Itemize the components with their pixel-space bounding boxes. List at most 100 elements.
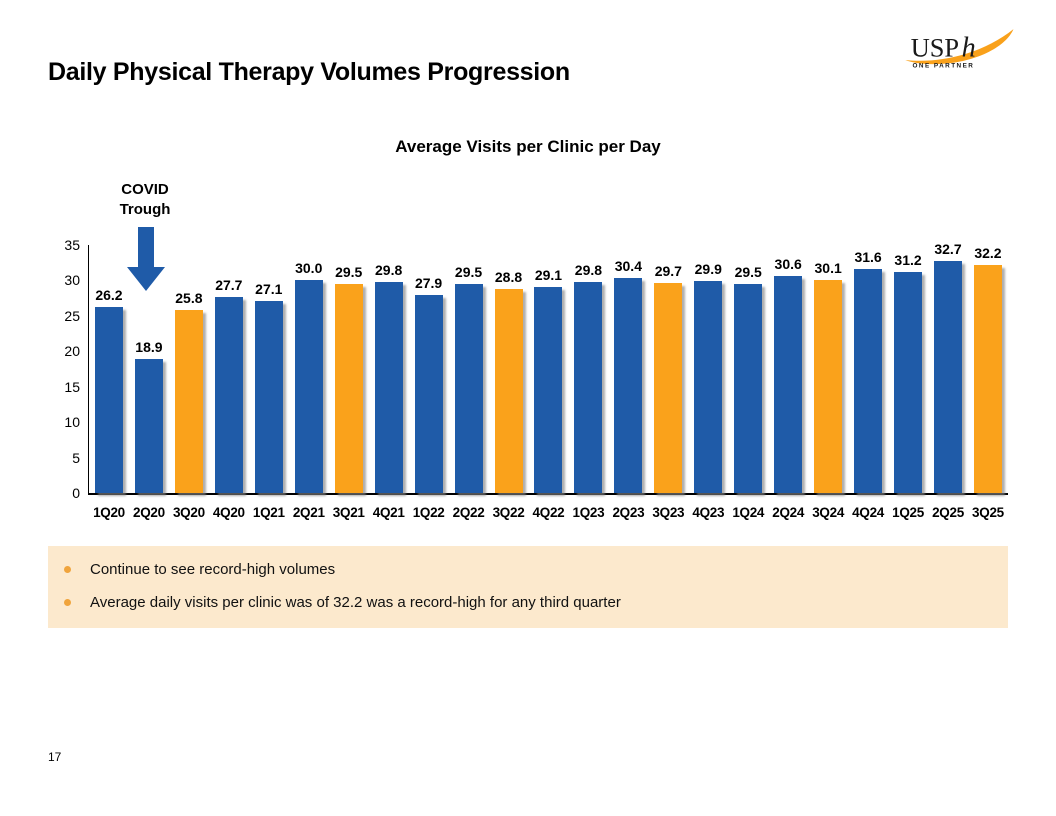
bar-column-2Q20: 18.9 2Q20 [129,245,169,520]
down-arrow-icon [127,227,165,291]
bar-column-2Q23: 30.4 2Q23 [608,245,648,520]
x-tick-2Q24: 2Q24 [772,505,805,520]
logo-swoosh-icon [905,29,1014,65]
bar-column-3Q25: 32.2 3Q25 [968,245,1008,520]
bar-column-4Q20: 27.7 4Q20 [209,245,249,520]
y-tick-5: 5 [72,449,80,466]
key-points-panel: Continue to see record-high volumes Avera… [48,546,1008,628]
bar-column-3Q21: 29.5 3Q21 [329,245,369,520]
bar-column-3Q22: 28.8 3Q22 [489,245,529,520]
bar-column-4Q22: 29.1 4Q22 [528,245,568,520]
bar-value-1Q22: 27.9 [414,275,443,292]
bar-value-2Q25: 32.7 [934,241,962,258]
x-tick-1Q22: 1Q22 [412,505,445,520]
logo-tagline: ONE PARTNER [913,62,975,69]
bar-2Q22 [454,283,483,493]
bar-3Q20 [174,310,203,493]
bar-column-1Q25: 31.2 1Q25 [888,245,928,520]
bar-1Q21 [254,300,283,493]
bar-value-2Q20: 18.9 [135,339,163,356]
bar-2Q23 [614,277,643,493]
bar-column-3Q24: 30.1 3Q24 [808,245,848,520]
x-tick-2Q25: 2Q25 [932,505,964,520]
bar-column-3Q20: 25.8 3Q20 [169,245,209,520]
y-tick-10: 10 [64,414,80,431]
chart-title: Average Visits per Clinic per Day [395,137,661,156]
y-tick-0: 0 [72,485,80,501]
logo-text: USP [911,33,959,62]
bar-value-4Q21: 29.8 [375,261,403,278]
x-tick-1Q21: 1Q21 [252,505,285,520]
bar-column-4Q21: 29.8 4Q21 [369,245,409,520]
bullet-item-1: Continue to see record-high volumes [48,553,1008,586]
bullet-text: Continue to see record-high volumes [90,561,336,578]
usph-logo: USP h ONE PARTNER [898,24,1018,76]
bar-value-2Q23: 30.4 [614,257,642,274]
bar-column-4Q23: 29.9 4Q23 [688,245,728,520]
bar-4Q23 [694,281,723,493]
bar-column-1Q24: 29.5 1Q24 [728,245,768,520]
bar-column-1Q23: 29.8 1Q23 [568,245,608,520]
bar-column-4Q24: 31.6 4Q24 [848,245,888,520]
x-tick-4Q21: 4Q21 [372,505,405,520]
bar-3Q25 [973,264,1002,493]
bar-value-4Q20: 27.7 [215,276,243,293]
x-tick-4Q22: 4Q22 [532,505,565,520]
bar-2Q20 [134,359,163,493]
bar-column-3Q23: 29.7 3Q23 [648,245,688,520]
bar-3Q21 [334,283,363,493]
bar-value-4Q23: 29.9 [694,261,722,278]
bar-2Q21 [294,280,323,493]
bar-column-2Q25: 32.7 2Q25 [928,241,968,520]
covid-trough-annotation: COVID Trough [93,180,197,219]
bar-3Q23 [654,282,683,493]
logo-text-italic: h [962,32,976,63]
x-tick-4Q20: 4Q20 [212,505,245,520]
bullet-text: Average daily visits per clinic was of 3… [90,594,621,611]
bar-4Q22 [534,286,563,493]
bullet-item-2: Average daily visits per clinic was of 3… [48,586,1008,619]
y-tick-35: 35 [64,237,80,253]
x-tick-1Q23: 1Q23 [572,505,605,520]
x-tick-1Q25: 1Q25 [892,505,924,520]
bar-value-3Q22: 28.8 [494,268,523,285]
y-tick-15: 15 [64,378,80,395]
bar-value-3Q20: 25.8 [175,290,203,307]
bar-value-2Q22: 29.5 [454,263,483,280]
bar-value-3Q21: 29.5 [335,263,363,280]
bar-column-2Q24: 30.6 2Q24 [768,245,808,520]
y-tick-30: 30 [64,272,80,289]
bar-chart-plot-area: 0 5 10 15 20 25 30 35 26.2 1Q20 18.9 2Q20 25.8 3Q20 2… [64,238,1008,520]
x-tick-1Q20: 1Q20 [93,505,125,520]
x-tick-3Q25: 3Q25 [972,505,1004,520]
bullet-icon [64,566,71,573]
page-number: 17 [48,750,62,764]
bar-column-2Q22: 29.5 2Q22 [449,245,489,520]
bar-4Q21 [374,281,403,493]
bar-value-3Q24: 30.1 [814,259,842,276]
x-tick-4Q24: 4Q24 [852,505,884,520]
bar-value-1Q24: 29.5 [734,263,762,280]
x-tick-3Q24: 3Q24 [812,505,845,520]
bar-2Q24 [774,276,803,493]
bar-4Q20 [214,296,243,493]
bar-value-1Q20: 26.2 [95,287,123,304]
bar-2Q25 [933,261,962,493]
usph-logo-graphic: USP h ONE PARTNER [905,29,1014,69]
bar-value-1Q21: 27.1 [255,280,283,297]
x-tick-2Q23: 2Q23 [612,505,645,520]
x-tick-1Q24: 1Q24 [732,505,765,520]
bar-value-1Q23: 29.8 [574,261,603,278]
bar-1Q23 [574,281,603,493]
bar-column-1Q21: 27.1 1Q21 [249,245,289,520]
bullet-icon [64,599,71,606]
x-tick-3Q21: 3Q21 [332,505,365,520]
bar-value-4Q24: 31.6 [854,249,882,266]
bar-3Q24 [814,279,843,493]
bar-1Q24 [734,283,763,493]
x-tick-3Q20: 3Q20 [172,505,205,520]
x-tick-2Q22: 2Q22 [452,505,485,520]
bar-1Q22 [414,295,443,493]
bar-1Q20 [94,307,123,493]
